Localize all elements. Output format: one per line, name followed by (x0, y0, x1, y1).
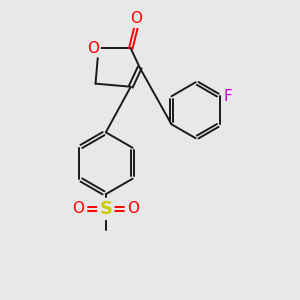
Text: O: O (130, 11, 142, 26)
Text: F: F (224, 89, 233, 104)
Text: O: O (128, 201, 140, 216)
Text: O: O (87, 41, 99, 56)
Text: O: O (72, 201, 84, 216)
Text: S: S (99, 200, 112, 218)
